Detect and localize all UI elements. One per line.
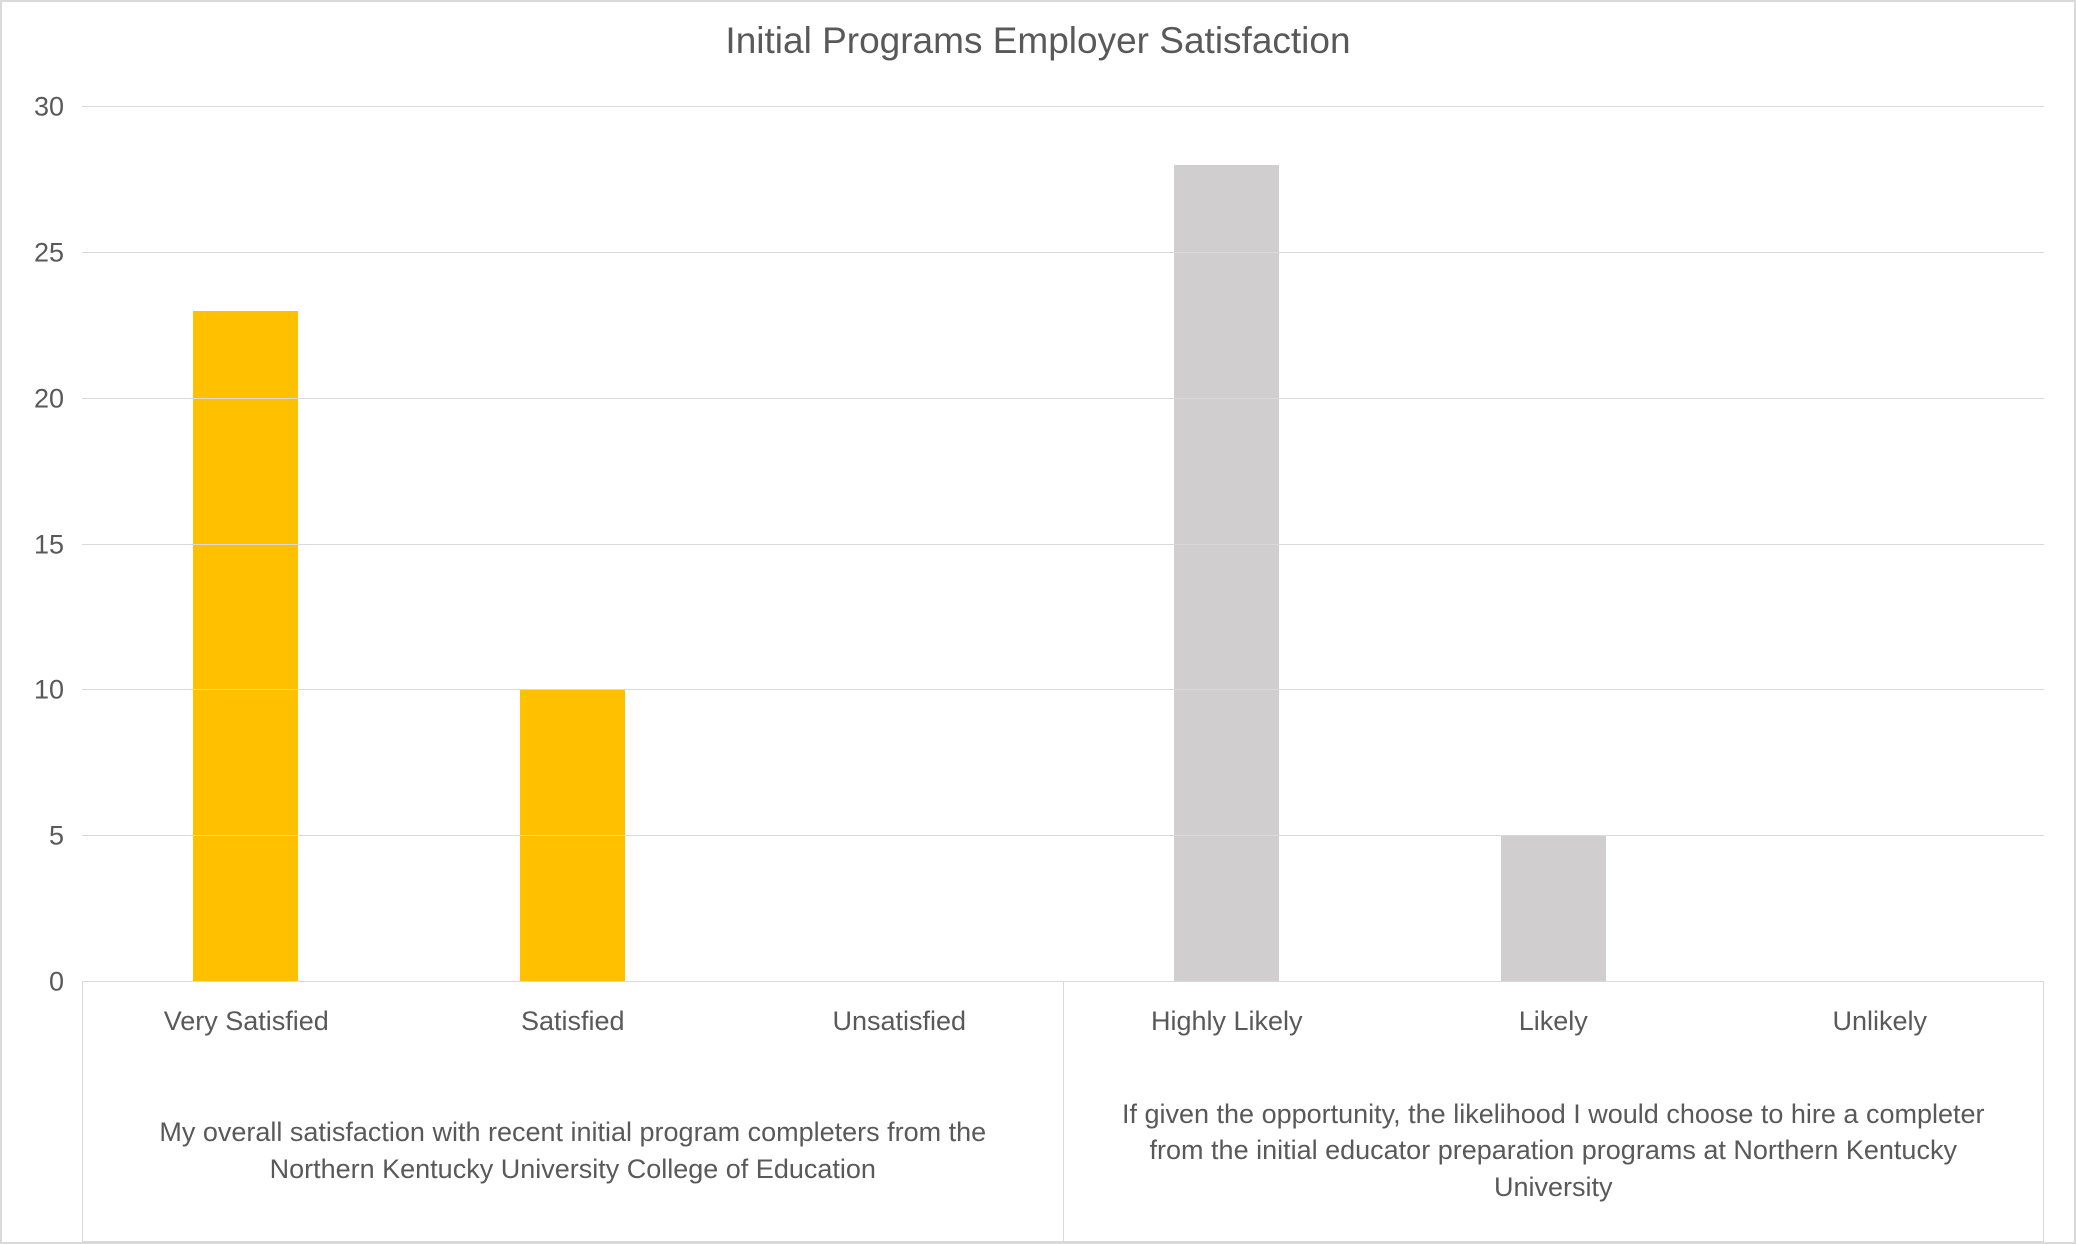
bar-slot xyxy=(736,107,1063,982)
x-axis-sub-row: Highly LikelyLikelyUnlikely xyxy=(1064,982,2044,1060)
bar-slot xyxy=(82,107,409,982)
x-axis-category-label: Unsatisfied xyxy=(736,982,1063,1060)
chart-title: Initial Programs Employer Satisfaction xyxy=(2,20,2074,62)
grid-line xyxy=(82,544,2044,545)
grid-line xyxy=(82,835,2044,836)
y-tick-label: 25 xyxy=(12,237,82,268)
y-tick-label: 30 xyxy=(12,92,82,123)
bar-group xyxy=(1063,107,2044,982)
bar xyxy=(1174,165,1279,982)
bar-slot xyxy=(409,107,736,982)
y-tick-label: 0 xyxy=(12,967,82,998)
bar-slot xyxy=(1063,107,1390,982)
x-axis-category-label: Unlikely xyxy=(1717,982,2044,1060)
x-axis-group-label: My overall satisfaction with recent init… xyxy=(83,1060,1063,1241)
grid-line xyxy=(82,689,2044,690)
x-axis-category-label: Very Satisfied xyxy=(83,982,410,1060)
x-axis-category-label: Highly Likely xyxy=(1064,982,1391,1060)
y-tick-label: 5 xyxy=(12,821,82,852)
bar-slot xyxy=(1390,107,1717,982)
x-axis-group: Highly LikelyLikelyUnlikelyIf given the … xyxy=(1064,982,2045,1242)
x-axis-category-label: Satisfied xyxy=(410,982,737,1060)
chart-container: Initial Programs Employer Satisfaction 0… xyxy=(0,0,2076,1244)
grid-line xyxy=(82,252,2044,253)
y-tick-label: 20 xyxy=(12,383,82,414)
bar xyxy=(193,311,298,982)
grid-line xyxy=(82,398,2044,399)
x-axis: Very SatisfiedSatisfiedUnsatisfiedMy ove… xyxy=(82,982,2044,1242)
bar-slot xyxy=(1717,107,2044,982)
x-axis-sub-row: Very SatisfiedSatisfiedUnsatisfied xyxy=(83,982,1063,1060)
bar-group xyxy=(82,107,1063,982)
y-tick-label: 15 xyxy=(12,529,82,560)
x-axis-group-label: If given the opportunity, the likelihood… xyxy=(1064,1060,2044,1241)
bar xyxy=(1501,836,1606,982)
y-tick-label: 10 xyxy=(12,675,82,706)
plot-area: 051015202530 xyxy=(82,107,2044,982)
x-axis-category-label: Likely xyxy=(1390,982,1717,1060)
x-axis-group: Very SatisfiedSatisfiedUnsatisfiedMy ove… xyxy=(82,982,1064,1242)
bars-layer xyxy=(82,107,2044,982)
grid-line xyxy=(82,106,2044,107)
bar xyxy=(520,690,625,982)
